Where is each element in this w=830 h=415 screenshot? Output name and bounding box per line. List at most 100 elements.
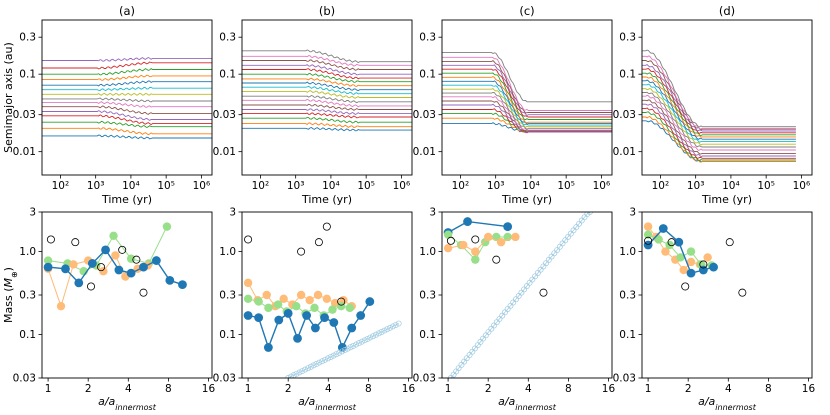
blue-point [243,311,253,320]
y-tick-label: 0.01 [213,146,236,158]
x-tick-label: 10⁵ [757,180,775,192]
x-tick-label: 10⁶ [393,180,411,192]
orange-point [279,294,288,303]
scatter-area [243,222,402,378]
semimajor-axis-line [242,72,412,83]
orange-point [111,251,120,260]
chain-point [367,334,374,341]
blue-point [329,318,339,327]
blue-point [139,262,148,272]
x-tick-label: 8 [365,383,372,395]
chain-point [313,360,320,367]
chain-line [288,323,399,378]
axes-frame [441,19,613,176]
blue-point [74,278,84,288]
orange-point [69,260,78,269]
open-point [644,236,653,245]
open-point [471,235,480,244]
y-axis-label: Semimajor axis (au) [2,42,15,153]
chain-point [361,337,368,344]
x-tick-label: 4 [725,383,732,395]
x-tick-label: 10³ [87,180,105,192]
orange-point [643,222,653,231]
blue-series-line [447,220,508,234]
green-point [443,230,453,239]
chain-point [333,351,340,358]
y-axis-label: Mass (M⊕) [2,267,19,323]
semimajor-axis-line [442,103,612,134]
blue-point [274,315,284,325]
axes-frame [241,19,413,176]
y-tick-label: 0.03 [413,109,436,121]
open-point [446,236,455,245]
bottom-panel-2: 1 2 4 8 16 0.03 0.1 0.3 1.0 3 a/ainnermost [213,207,416,412]
x-label-main: a/a [98,395,115,408]
semimajor-axis-line [642,111,796,161]
semimajor-axis-line [42,114,212,126]
y-tick-label: 0.03 [413,373,436,385]
series-lines [42,56,212,140]
chain-point [344,345,351,352]
y-tick-label: 3 [29,207,36,219]
x-tick-label: 10² [452,180,470,192]
x-axis-label: a/ainnermost [98,395,157,412]
y-tick-label: 0.3 [219,32,236,44]
semimajor-axis-line [242,94,412,104]
semimajor-axis-line [442,80,612,125]
scatter-area [443,212,593,378]
y-tick-label: 0.1 [19,329,36,341]
y-tick-label: 0.3 [19,32,36,44]
semimajor-axis-line [42,86,212,91]
semimajor-axis-line [42,92,212,96]
chain-point [299,368,306,374]
x-tick-label: 16 [202,383,216,395]
x-axis-label: Time (yr) [301,193,352,206]
y-tick-label: 0.3 [619,290,636,302]
open-point [667,238,676,247]
x-tick-label: 2 [285,383,292,395]
orange-point [679,265,688,275]
semimajor-axis-line [642,64,796,132]
semimajor-axis-line [242,103,412,111]
orange-point [99,267,108,276]
semimajor-axis-line [242,68,412,80]
blue-point [293,333,302,343]
y-tick-label: 0.1 [219,69,236,81]
semimajor-axis-line [242,77,412,87]
y-tick-label: 0.03 [213,373,236,385]
x-tick-label: 4 [125,383,132,395]
series-lines [242,49,412,132]
orange-point [305,295,314,305]
semimajor-axis-line [642,94,796,151]
y-label-main: Mass ( [2,288,15,323]
top-panel-1: 10² 10³ 10⁴ 10⁵ 10⁶ 0.01 0.03 0.1 0.3 (a) Time (yr… [2,4,213,206]
chain-point [302,366,309,373]
x-tick-label: 1 [45,383,52,395]
y-tick-label: 0.01 [413,146,436,158]
open-point [699,260,708,269]
blue-point [263,343,273,352]
semimajor-axis-line [642,72,796,137]
semimajor-axis-line [242,64,412,76]
orange-point [661,247,670,256]
chain-point [288,373,294,378]
semimajor-axis-line [42,97,212,103]
x-tick-label: 10⁴ [122,180,140,192]
open-point [322,222,331,231]
chain-point [370,333,377,340]
orange-point [296,290,306,300]
semimajor-axis-line [42,101,212,108]
semimajor-axis-line [42,120,212,129]
green-point [654,235,663,244]
chain-point [353,341,360,348]
orange-point [483,232,493,242]
semimajor-axis-line [242,59,412,71]
x-tick-label: 10² [652,180,670,192]
x-tick-label: 16 [802,383,816,395]
blue-point [114,265,124,275]
x-tick-label: 4 [325,383,332,395]
x-tick-label: 10⁵ [557,180,575,192]
x-tick-label: 8 [165,383,172,395]
x-tick-label: 10⁴ [322,180,340,192]
y-tick-label: 0.3 [19,290,36,302]
